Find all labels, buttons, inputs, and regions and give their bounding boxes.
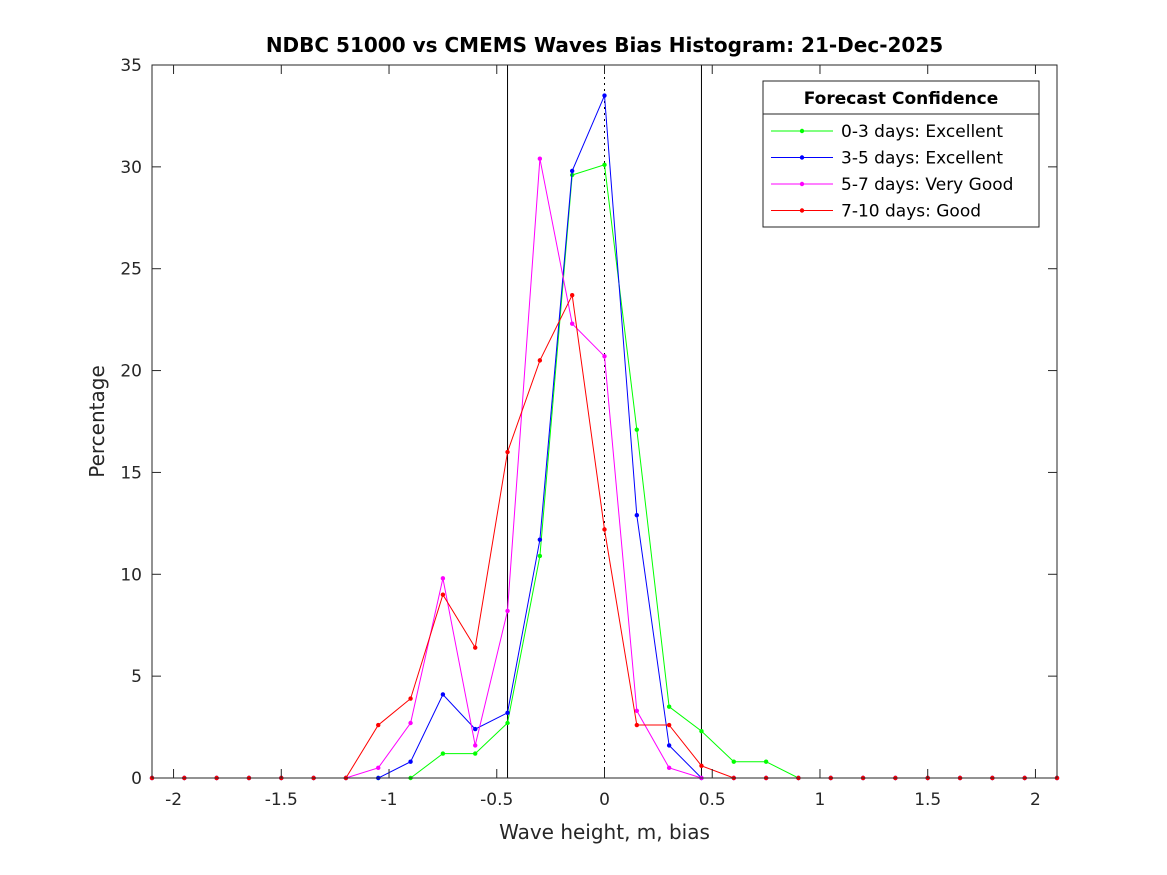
x-tick-label: 1.5 — [914, 790, 941, 810]
data-point — [408, 759, 413, 764]
legend-marker — [799, 208, 805, 213]
legend-label: 7-10 days: Good — [841, 202, 981, 222]
y-tick-label: 20 — [120, 362, 142, 382]
x-tick-label: -1.5 — [265, 790, 298, 810]
data-point — [473, 726, 478, 732]
y-tick-label: 30 — [120, 158, 142, 178]
reference-lines — [507, 65, 702, 778]
legend-marker — [799, 181, 805, 187]
y-tick-label: 0 — [131, 769, 142, 789]
data-point — [569, 168, 575, 174]
data-point — [699, 728, 704, 734]
data-point — [634, 708, 640, 713]
x-tick-label: -0.5 — [480, 790, 513, 810]
legend: Forecast Confidence 0-3 days: Excellent 3… — [762, 80, 1040, 228]
y-tick-label: 10 — [120, 565, 142, 585]
data-point — [666, 704, 672, 709]
legend-label: 5-7 days: Very Good — [841, 175, 1013, 195]
data-point — [602, 527, 607, 532]
legend-box — [762, 80, 1040, 228]
legend-marker — [799, 155, 805, 160]
data-point — [440, 576, 446, 581]
data-point — [505, 720, 510, 726]
data-point — [376, 722, 381, 728]
data-point — [634, 513, 640, 518]
data-point — [440, 692, 446, 697]
data-point — [473, 645, 478, 650]
data-point — [666, 765, 672, 771]
y-tick-label: 25 — [120, 260, 142, 280]
legend-item-4: 7-10 days: Good — [771, 202, 981, 222]
data-point — [569, 321, 575, 326]
legend-marker — [799, 128, 805, 134]
legend-items: 0-3 days: Excellent 3-5 days: Excellent 5-… — [771, 122, 1013, 222]
data-point — [505, 608, 510, 614]
data-point — [505, 449, 510, 455]
legend-item-1: 0-3 days: Excellent — [771, 122, 1003, 142]
data-point — [505, 710, 510, 716]
y-tick-label: 15 — [120, 463, 142, 483]
data-point — [634, 722, 640, 728]
y-tick-label: 5 — [131, 667, 142, 687]
chart-title: NDBC 51000 vs CMEMS Waves Bias Histogram… — [266, 33, 943, 57]
data-point — [699, 763, 704, 768]
data-point — [408, 720, 413, 726]
data-point — [666, 722, 672, 728]
x-tick-label: -2 — [165, 790, 182, 810]
data-point — [731, 759, 736, 764]
x-tick-label: 1 — [815, 790, 826, 810]
y-tick-label: 35 — [120, 56, 142, 76]
data-point — [634, 427, 640, 432]
x-axis-label: Wave height, m, bias — [499, 820, 710, 844]
data-point — [569, 292, 575, 298]
data-point — [440, 751, 446, 756]
x-tick-label: -1 — [381, 790, 398, 810]
data-point — [408, 696, 413, 701]
y-axis-label: Percentage — [85, 365, 109, 478]
data-point — [473, 743, 478, 748]
legend-label: 3-5 days: Excellent — [841, 149, 1003, 169]
x-tick-label: 0 — [599, 790, 610, 810]
data-point — [602, 93, 607, 98]
data-point — [537, 358, 543, 363]
data-point — [602, 162, 607, 168]
legend-title: Forecast Confidence — [804, 89, 999, 109]
x-tick-label: 2 — [1030, 790, 1041, 810]
data-point — [440, 592, 446, 597]
x-tick-label: 0.5 — [699, 790, 726, 810]
legend-label: 0-3 days: Excellent — [841, 122, 1003, 142]
legend-item-3: 5-7 days: Very Good — [771, 175, 1013, 195]
data-point — [473, 751, 478, 756]
data-point — [666, 743, 672, 748]
data-point — [602, 354, 607, 359]
legend-item-2: 3-5 days: Excellent — [771, 149, 1003, 169]
data-point — [763, 759, 769, 764]
data-point — [537, 537, 543, 542]
data-point — [537, 553, 543, 559]
data-point — [537, 156, 543, 161]
data-point — [376, 765, 381, 771]
